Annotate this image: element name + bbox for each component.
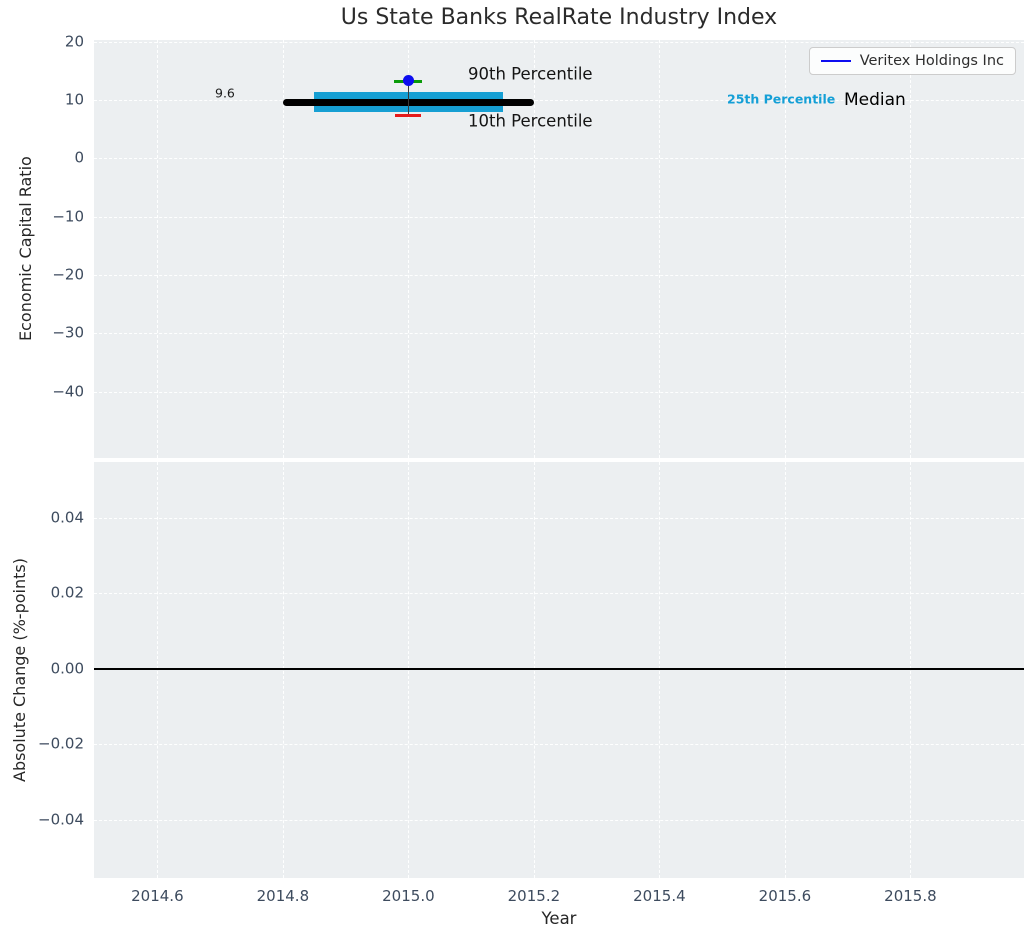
annotation-25th-percentile: 25th Percentile — [727, 91, 836, 107]
gridline-horizontal — [94, 333, 1024, 335]
company-marker — [402, 74, 414, 86]
gridline-horizontal — [94, 819, 1024, 821]
y-tick-label: −0.04 — [38, 810, 84, 829]
gridline-vertical — [533, 462, 535, 878]
x-axis-label: Year — [541, 909, 577, 928]
x-tick-label: 2014.8 — [256, 887, 310, 905]
gridline-horizontal — [94, 593, 1024, 595]
gridline-horizontal — [94, 100, 1024, 102]
y-tick-label: 0.00 — [50, 659, 84, 678]
y-axis-label-top: Economic Capital Ratio — [16, 156, 35, 342]
gridline-vertical — [408, 462, 410, 878]
x-tick-label: 2014.6 — [131, 887, 184, 905]
annotation-10th-percentile: 10th Percentile — [468, 111, 593, 131]
gridline-vertical — [533, 40, 535, 458]
x-tick-label: 2015.0 — [382, 887, 435, 905]
gridline-vertical — [282, 462, 284, 878]
gridline-vertical — [910, 462, 912, 878]
top-panel-economic-capital-ratio: 90th Percentile 10th Percentile 25th Per… — [52, 32, 1024, 458]
zero-line — [94, 667, 1024, 670]
y-tick-label: −30 — [52, 323, 84, 342]
y-tick-label: −40 — [52, 382, 84, 401]
gridline-horizontal — [94, 274, 1024, 276]
y-tick-label: 10 — [64, 90, 84, 109]
y-tick-label: −10 — [52, 207, 84, 226]
legend-line-sample — [820, 60, 851, 62]
x-tick-label: 2015.6 — [758, 887, 812, 905]
gridline-vertical — [659, 462, 661, 878]
gridline-vertical — [157, 40, 159, 458]
legend-label: Veritex Holdings Inc — [859, 53, 1004, 69]
gridline-horizontal — [94, 744, 1024, 746]
annotation-median: Median — [844, 90, 906, 110]
y-axis-label-bottom: Absolute Change (%-points) — [10, 558, 29, 782]
chart-title: Us State Banks RealRate Industry Index — [340, 5, 778, 30]
gridline-horizontal — [94, 517, 1024, 519]
gridline-vertical — [784, 462, 786, 878]
y-tick-label: 0.04 — [50, 508, 84, 527]
annotation-90th-percentile: 90th Percentile — [468, 64, 593, 84]
gridline-horizontal — [94, 158, 1024, 160]
gridline-vertical — [784, 40, 786, 458]
gridline-vertical — [157, 462, 159, 878]
gridline-horizontal — [94, 41, 1024, 43]
gridline-horizontal — [94, 391, 1024, 393]
annotation-median-value: 9.6 — [215, 85, 235, 101]
y-tick-label: −20 — [52, 265, 84, 284]
bottom-panel-absolute-change: Year 2014.6 2014.8 2015.0 2015.2 2015.4 2015.… — [38, 462, 1024, 928]
errorbar-cap-10th — [395, 113, 422, 117]
y-tick-label: −0.02 — [38, 734, 84, 753]
errorbar-line — [407, 80, 410, 116]
x-tick-label: 2015.8 — [884, 887, 937, 905]
gridline-vertical — [659, 40, 661, 458]
gridline-vertical — [910, 40, 912, 458]
gridline-vertical — [282, 40, 284, 458]
x-tick-label: 2015.2 — [507, 887, 561, 905]
y-tick-label: 0 — [74, 148, 84, 167]
x-tick-label: 2015.4 — [633, 887, 686, 905]
y-tick-label: 0.02 — [50, 583, 84, 602]
legend: Veritex Holdings Inc — [808, 47, 1016, 75]
gridline-horizontal — [94, 216, 1024, 218]
y-tick-label: 20 — [64, 32, 84, 51]
gridline-vertical — [408, 40, 410, 458]
